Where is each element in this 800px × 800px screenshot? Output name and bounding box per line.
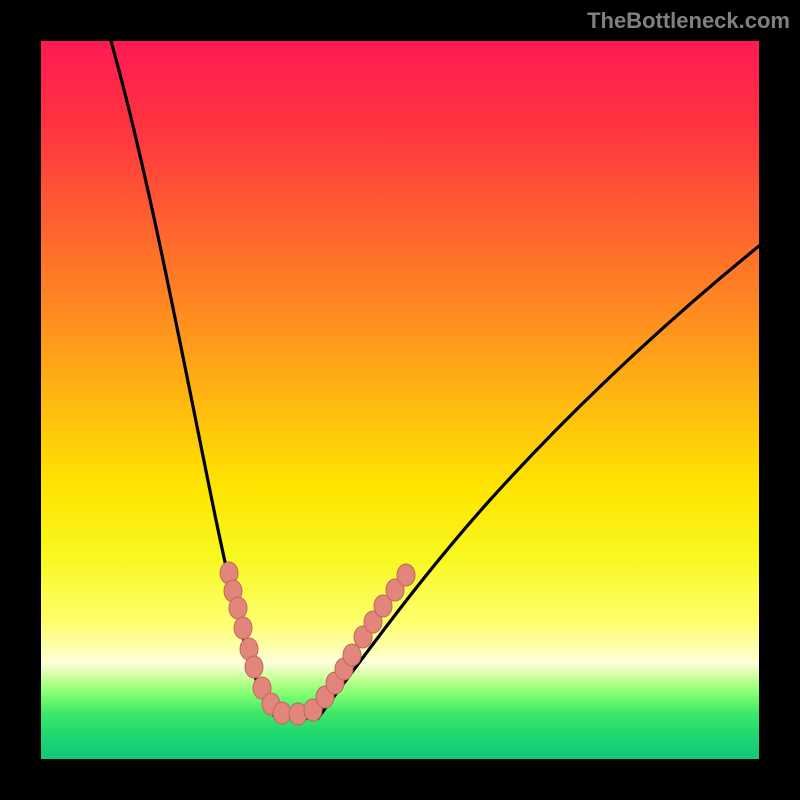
- curve-right: [318, 246, 759, 718]
- marker-right-10-inner: [398, 565, 414, 585]
- marker-left-2-inner: [230, 598, 246, 618]
- curve-left: [111, 41, 276, 718]
- marker-left-5-inner: [246, 657, 262, 677]
- marker-left-3-inner: [235, 618, 251, 638]
- chart-overlay-svg: [0, 0, 800, 800]
- marker-right-8-inner: [375, 596, 391, 616]
- marker-right-5-inner: [344, 645, 360, 665]
- marker-left-8-inner: [274, 703, 290, 723]
- marker-right-0-inner: [290, 704, 306, 724]
